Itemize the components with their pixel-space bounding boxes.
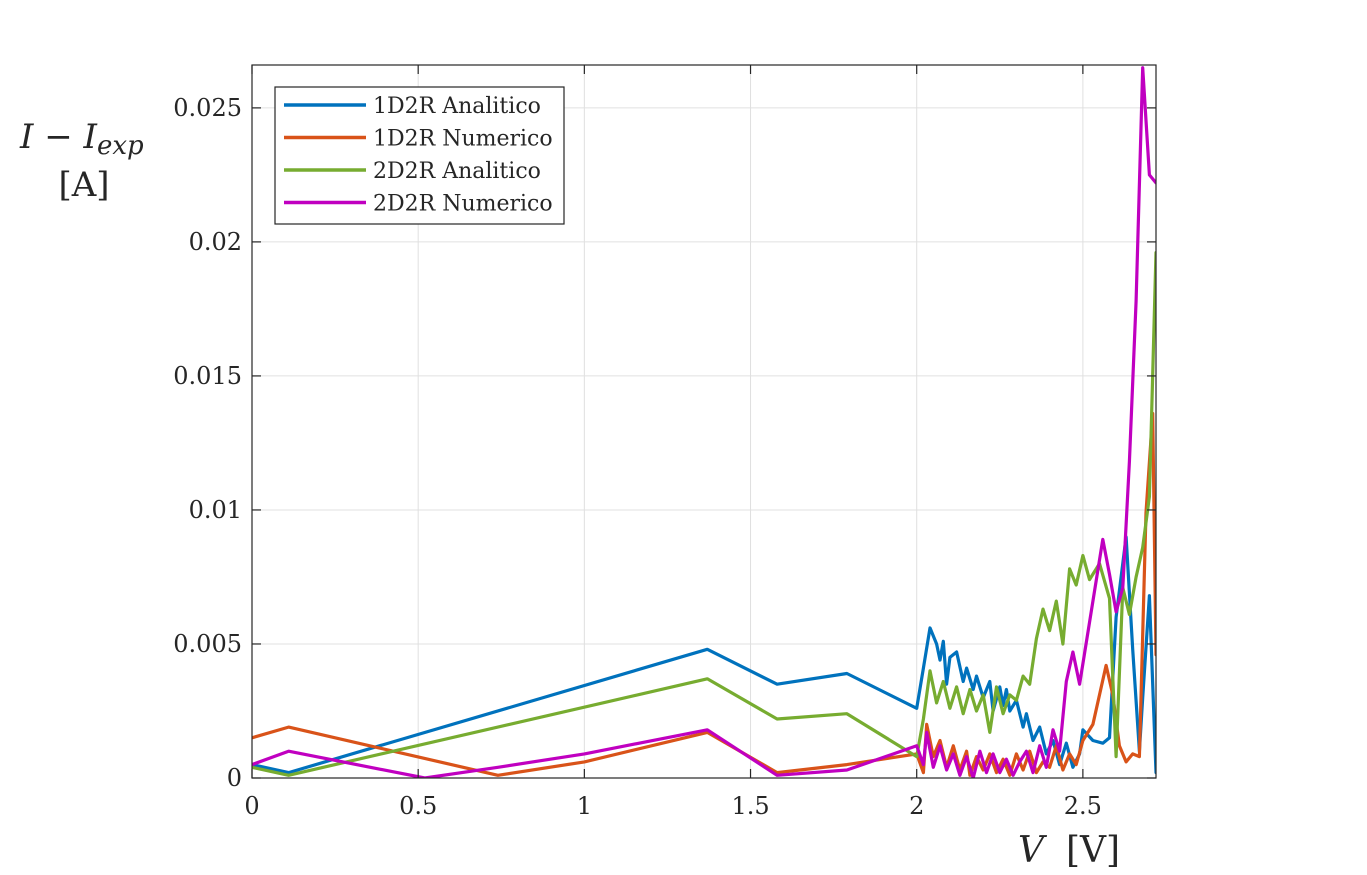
- y-tick-label: 0: [227, 764, 242, 792]
- legend-label-1d2r-analitico: 1D2R Analitico: [373, 94, 541, 119]
- legend: 1D2R Analitico 1D2R Numerico 2D2R Analitic…: [274, 86, 565, 225]
- y-axis-title: I − Iexp: [19, 117, 144, 161]
- x-axis-title-unit: [V]: [1066, 830, 1120, 871]
- x-tick-label: 0.5: [399, 792, 437, 820]
- y-tick-label: 0.015: [173, 362, 242, 390]
- tick-labels: 0 0.5 1 1.5 2 2.5 0 0.005 0.01 0.015 0.02 0.025: [173, 94, 1102, 820]
- legend-entries: 1D2R Analitico 1D2R Numerico 2D2R Analitic…: [284, 94, 553, 217]
- y-tick-label: 0.025: [173, 94, 242, 122]
- series-layer: [252, 66, 1156, 778]
- legend-label-1d2r-numerico: 1D2R Numerico: [373, 127, 553, 152]
- y-tick-label: 0.005: [173, 630, 242, 658]
- y-axis-title-main: I − I: [19, 117, 98, 157]
- legend-label-2d2r-analitico: 2D2R Analitico: [373, 159, 541, 184]
- x-axis-title-main: V: [1018, 830, 1048, 871]
- series-line-1d2r-analitico: [252, 535, 1156, 775]
- y-tick-label: 0.01: [189, 496, 242, 524]
- x-tick-label: 2: [909, 792, 924, 820]
- y-tick-label: 0.02: [189, 228, 242, 256]
- legend-label-2d2r-numerico: 2D2R Numerico: [373, 192, 553, 217]
- y-axis-title-subscript: exp: [97, 131, 144, 161]
- plot-frame: [251, 64, 1157, 779]
- x-tick-label: 2.5: [1064, 792, 1102, 820]
- x-tick-label: 0: [244, 792, 259, 820]
- series-line-2d2r-analitico: [252, 251, 1156, 777]
- x-tick-label: 1.5: [731, 792, 769, 820]
- series-line-2d2r-numerico: [252, 66, 1156, 778]
- ticks: [251, 65, 1156, 779]
- y-axis-unit: [A]: [58, 165, 109, 205]
- x-axis-title: V [V]: [1018, 830, 1120, 871]
- x-tick-label: 1: [577, 792, 592, 820]
